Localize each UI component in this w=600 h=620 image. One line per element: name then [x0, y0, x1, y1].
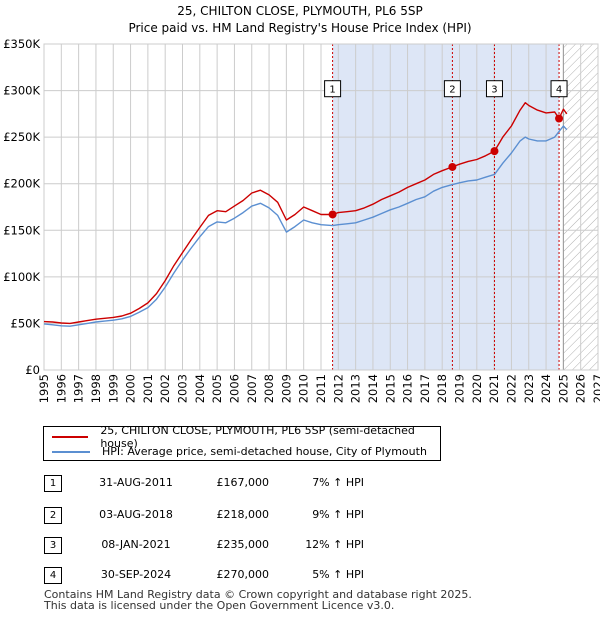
x-tick-label: 1999 [106, 374, 120, 403]
sale-marker [490, 147, 499, 156]
legend: 25, CHILTON CLOSE, PLYMOUTH, PL6 5SP (se… [43, 424, 441, 461]
legend-swatch-hpi [52, 450, 90, 453]
y-tick-label: £50K [11, 316, 41, 330]
transaction-row: 4 30-SEP-2024 £270,000 5% ↑ HPI [44, 567, 444, 584]
transaction-row: 2 03-AUG-2018 £218,000 9% ↑ HPI [44, 507, 444, 524]
sale-marker [448, 162, 457, 171]
sale-label-box [485, 80, 503, 98]
sale-label-text: 1 [329, 85, 335, 96]
x-tick-label: 1996 [54, 374, 68, 403]
x-tick-label: 2014 [366, 374, 380, 403]
y-tick-label: £0 [25, 363, 40, 377]
sale-label-text: 2 [449, 85, 455, 96]
legend-label-hpi: HPI: Average price, semi-detached house,… [102, 445, 427, 458]
x-tick-label: 2009 [279, 374, 293, 403]
x-tick-label: 2013 [349, 374, 363, 403]
transaction-price: £218,000 [216, 508, 270, 521]
x-tick-label: 2027 [591, 374, 600, 403]
x-tick-label: 2019 [453, 374, 467, 403]
y-tick-label: £250K [3, 130, 40, 144]
transaction-price: £270,000 [216, 568, 270, 581]
x-tick-label: 2018 [435, 374, 449, 403]
footer-line1: Contains HM Land Registry data © Crown c… [44, 588, 472, 601]
x-tick-label: 2020 [470, 374, 484, 403]
transaction-row: 1 31-AUG-2011 £167,000 7% ↑ HPI [44, 475, 444, 492]
x-tick-label: 2016 [401, 374, 415, 403]
transaction-hpi: 9% ↑ HPI [312, 508, 364, 521]
transaction-row: 3 08-JAN-2021 £235,000 12% ↑ HPI [44, 537, 444, 554]
legend-label-property: 25, CHILTON CLOSE, PLYMOUTH, PL6 5SP (se… [100, 423, 415, 450]
x-tick-label: 2003 [176, 374, 190, 403]
x-tick-label: 2017 [418, 374, 432, 403]
price-chart: 1 2 3 4 £0 £50K £100K £150K £200K £250K £300K £350K… [3, 37, 600, 403]
chart-title-line2: Price paid vs. HM Land Registry's House … [128, 21, 472, 35]
x-tick-label: 1995 [37, 374, 51, 403]
transaction-number: 2 [44, 507, 62, 524]
transaction-hpi: 12% ↑ HPI [305, 538, 364, 551]
sale-marker [555, 114, 564, 123]
transaction-number: 4 [44, 567, 62, 584]
x-tick-label: 2022 [504, 374, 518, 403]
x-tick-label: 2010 [297, 374, 311, 403]
transaction-date: 08-JAN-2021 [101, 538, 171, 551]
sale-label-box [324, 80, 342, 98]
x-tick-label: 2021 [487, 374, 501, 403]
x-tick-label: 2006 [227, 374, 241, 403]
x-tick-label: 2001 [141, 374, 155, 403]
x-tick-label: 2024 [539, 374, 553, 403]
transaction-date: 03-AUG-2018 [99, 508, 173, 521]
transaction-number: 3 [44, 537, 62, 554]
x-tick-label: 2023 [522, 374, 536, 403]
y-tick-label: £300K [3, 84, 40, 98]
x-tick-label: 2011 [314, 374, 328, 403]
x-tick-label: 2005 [210, 374, 224, 403]
ownership-shade [332, 44, 560, 370]
sale-marker [328, 210, 337, 219]
legend-item-hpi: HPI: Average price, semi-detached house,… [52, 444, 427, 459]
legend-item-property: 25, CHILTON CLOSE, PLYMOUTH, PL6 5SP (se… [52, 424, 440, 450]
y-tick-label: £150K [3, 223, 40, 237]
plot-frame [43, 43, 599, 371]
x-tick-label: 2008 [262, 374, 276, 403]
sale-label-box [443, 80, 461, 98]
y-tick-label: £350K [3, 37, 40, 51]
x-tick-label: 2004 [193, 374, 207, 403]
sale-label-text: 3 [491, 85, 497, 96]
y-tick-label: £200K [3, 177, 40, 191]
footer-line2: This data is licensed under the Open Gov… [44, 599, 395, 612]
transaction-price: £167,000 [216, 476, 270, 489]
transaction-hpi: 5% ↑ HPI [312, 568, 364, 581]
y-tick-label: £100K [3, 270, 40, 284]
property-price-line [43, 102, 568, 325]
x-tick-label: 1997 [72, 374, 86, 403]
x-tick-label: 2012 [331, 374, 345, 403]
transaction-price: £235,000 [216, 538, 270, 551]
hpi-line [43, 125, 568, 327]
footer: Contains HM Land Registry data © Crown c… [44, 589, 472, 611]
x-tick-label: 2000 [124, 374, 138, 403]
x-tick-label: 2002 [158, 374, 172, 403]
transaction-date: 31-AUG-2011 [99, 476, 173, 489]
legend-swatch-property [52, 435, 89, 438]
x-tick-label: 2015 [383, 374, 397, 403]
x-tick-label: 2007 [245, 374, 259, 403]
transaction-date: 30-SEP-2024 [100, 568, 172, 581]
transaction-hpi: 7% ↑ HPI [312, 476, 364, 489]
x-tick-label: 2025 [556, 374, 570, 403]
chart-title-line1: 25, CHILTON CLOSE, PLYMOUTH, PL6 5SP [177, 4, 423, 18]
chart-title: 25, CHILTON CLOSE, PLYMOUTH, PL6 5SP Pri… [0, 3, 600, 37]
x-tick-label: 2026 [574, 374, 588, 403]
transaction-number: 1 [44, 475, 62, 492]
sale-label-text: 4 [556, 85, 562, 96]
sale-label-box [550, 80, 568, 98]
x-tick-label: 1998 [89, 374, 103, 403]
